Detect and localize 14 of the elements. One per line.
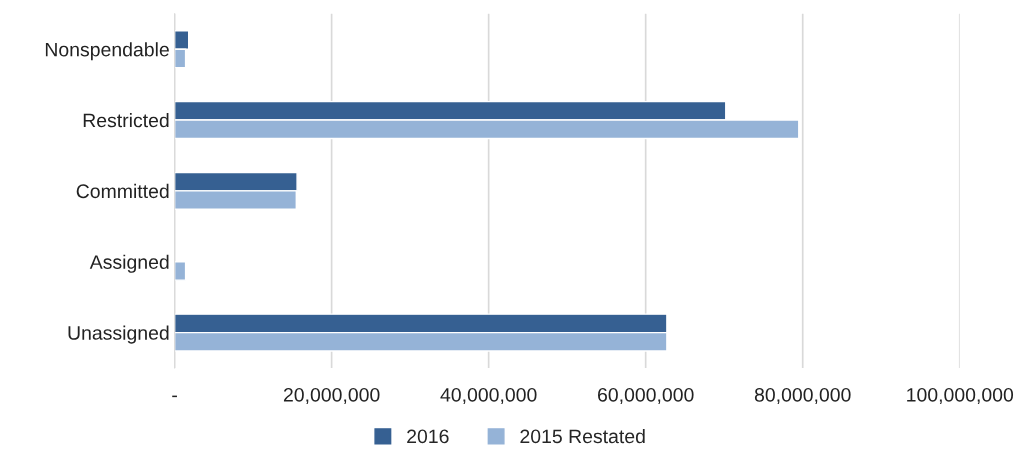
- y-tick-label: Unassigned: [68, 325, 169, 344]
- legend-label: 2015 Restated: [520, 428, 645, 444]
- x-tick-label: 60,000,000: [598, 387, 694, 405]
- x-tick-label: 80,000,000: [754, 387, 851, 405]
- x-tick-label: 40,000,000: [440, 387, 537, 405]
- y-tick-label: Committed: [76, 183, 169, 199]
- y-tick-label: Assigned: [89, 254, 169, 273]
- y-tick-label: Nonspendable: [45, 42, 169, 61]
- bar: [174, 261, 187, 281]
- y-tick-label: Restricted: [83, 113, 169, 128]
- x-tick-label: 100,000,000: [907, 387, 1014, 405]
- x-tick-label: -: [172, 395, 177, 398]
- legend-label: 2016: [407, 429, 449, 444]
- x-tick-label: 20,000,000: [283, 387, 380, 405]
